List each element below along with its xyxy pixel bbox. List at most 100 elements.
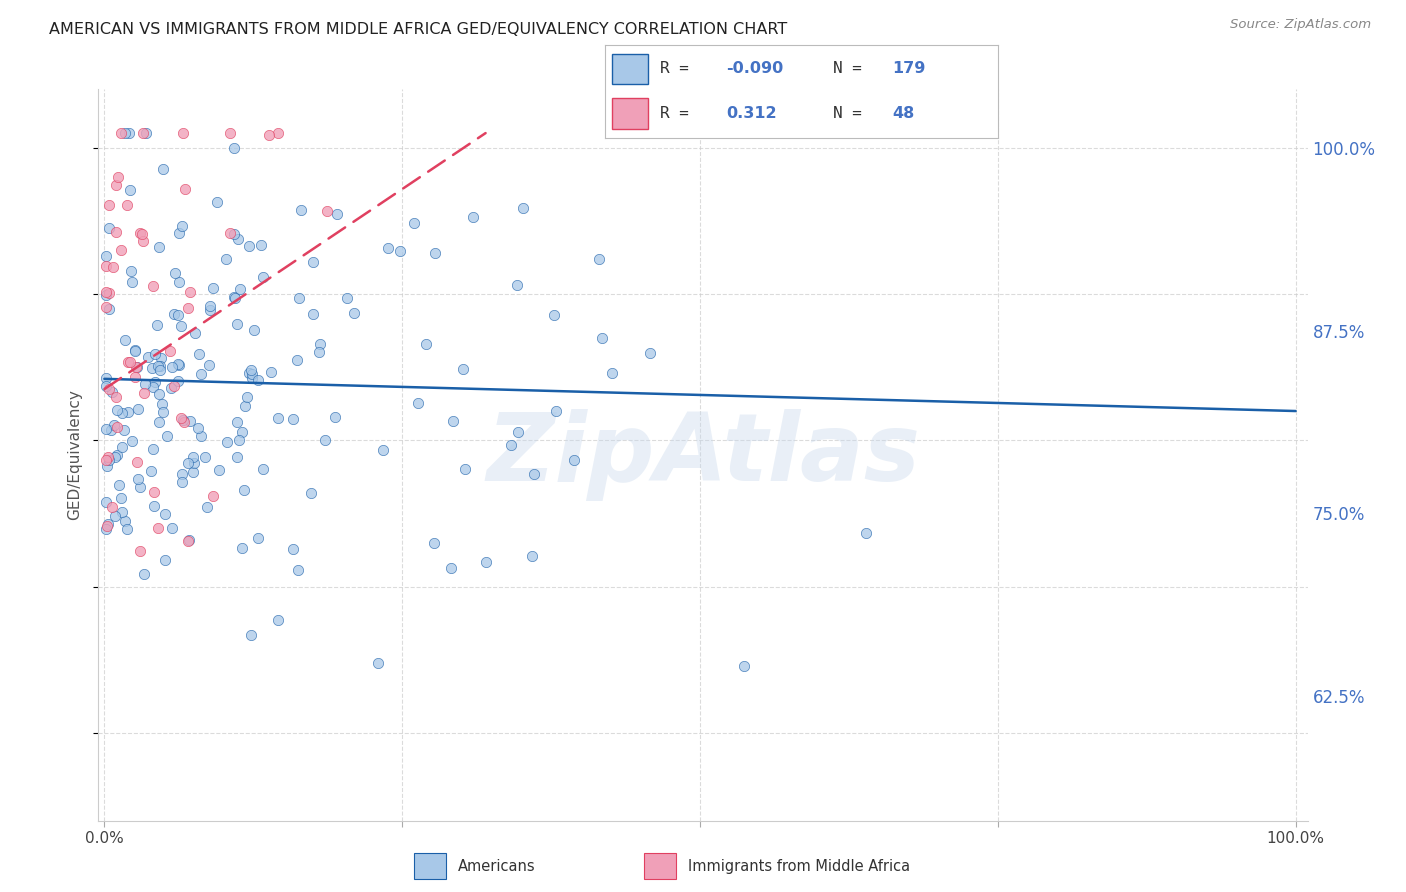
Point <box>441 414 464 428</box>
Point <box>200 299 222 313</box>
Bar <box>613 98 648 129</box>
Point <box>179 285 201 299</box>
Point <box>172 126 194 140</box>
Point <box>142 279 165 293</box>
Point <box>167 308 190 322</box>
Point <box>146 318 169 332</box>
Text: 179: 179 <box>891 62 925 77</box>
Point <box>512 201 534 215</box>
Point <box>172 412 194 426</box>
Point <box>98 220 121 235</box>
Point <box>128 226 150 240</box>
Point <box>281 411 304 425</box>
Y-axis label: GED/Equivalency: GED/Equivalency <box>67 390 83 520</box>
Text: N =: N = <box>832 106 862 121</box>
Point <box>335 291 357 305</box>
Point <box>117 404 139 418</box>
Point <box>167 374 190 388</box>
Point <box>222 290 245 304</box>
Point <box>150 351 173 365</box>
Point <box>242 323 264 337</box>
Point <box>114 126 136 140</box>
Point <box>112 423 135 437</box>
Point <box>267 613 290 627</box>
Point <box>422 535 444 549</box>
Point <box>165 266 187 280</box>
Point <box>104 509 127 524</box>
Point <box>202 281 225 295</box>
Point <box>142 380 165 394</box>
Point <box>152 405 174 419</box>
Text: -0.090: -0.090 <box>727 62 785 77</box>
Point <box>252 270 274 285</box>
Point <box>371 443 394 458</box>
Point <box>173 415 195 429</box>
Point <box>124 370 146 384</box>
Point <box>475 555 498 569</box>
Point <box>181 450 204 465</box>
Point <box>96 285 118 300</box>
Point <box>406 396 429 410</box>
Point <box>132 385 155 400</box>
Point <box>240 363 263 377</box>
Point <box>160 359 183 374</box>
Text: N =: N = <box>832 62 862 77</box>
Point <box>104 225 127 239</box>
Point <box>104 178 127 193</box>
Point <box>267 410 290 425</box>
Point <box>149 363 172 377</box>
Point <box>591 331 613 345</box>
Point <box>454 461 477 475</box>
Point <box>125 360 148 375</box>
Point <box>125 455 148 469</box>
Point <box>110 491 132 505</box>
Point <box>100 424 122 438</box>
Point <box>134 376 156 391</box>
Point <box>522 467 544 482</box>
Point <box>139 464 162 478</box>
Text: R =: R = <box>659 62 689 77</box>
Point <box>170 318 193 333</box>
Point <box>308 337 330 351</box>
Point <box>855 526 877 541</box>
Point <box>188 346 211 360</box>
Point <box>225 415 247 429</box>
Point <box>152 161 174 176</box>
Point <box>160 521 183 535</box>
Point <box>179 413 201 427</box>
Point <box>183 456 205 470</box>
Point <box>159 343 181 358</box>
Point <box>240 368 263 382</box>
Text: 48: 48 <box>891 106 914 121</box>
Point <box>228 434 250 448</box>
Point <box>226 450 249 464</box>
Point <box>118 126 141 140</box>
Point <box>131 227 153 241</box>
Point <box>148 240 170 254</box>
Point <box>97 450 120 464</box>
Point <box>146 521 169 535</box>
Text: Americans: Americans <box>458 859 536 873</box>
Point <box>120 263 142 277</box>
Point <box>124 343 146 357</box>
Text: Source: ZipAtlas.com: Source: ZipAtlas.com <box>1230 18 1371 31</box>
Point <box>96 519 118 533</box>
Point <box>463 211 485 225</box>
Point <box>299 486 322 500</box>
Point <box>94 248 117 262</box>
Point <box>184 326 207 340</box>
Point <box>600 366 623 380</box>
Point <box>308 345 330 359</box>
Point <box>160 381 183 395</box>
Point <box>148 415 170 429</box>
Point <box>141 360 163 375</box>
Point <box>94 378 117 392</box>
Point <box>149 359 172 373</box>
Point <box>181 465 204 479</box>
Point <box>506 425 529 439</box>
Point <box>101 260 124 274</box>
Point <box>129 480 152 494</box>
Point <box>588 252 610 266</box>
Point <box>208 463 231 477</box>
Point <box>117 523 139 537</box>
